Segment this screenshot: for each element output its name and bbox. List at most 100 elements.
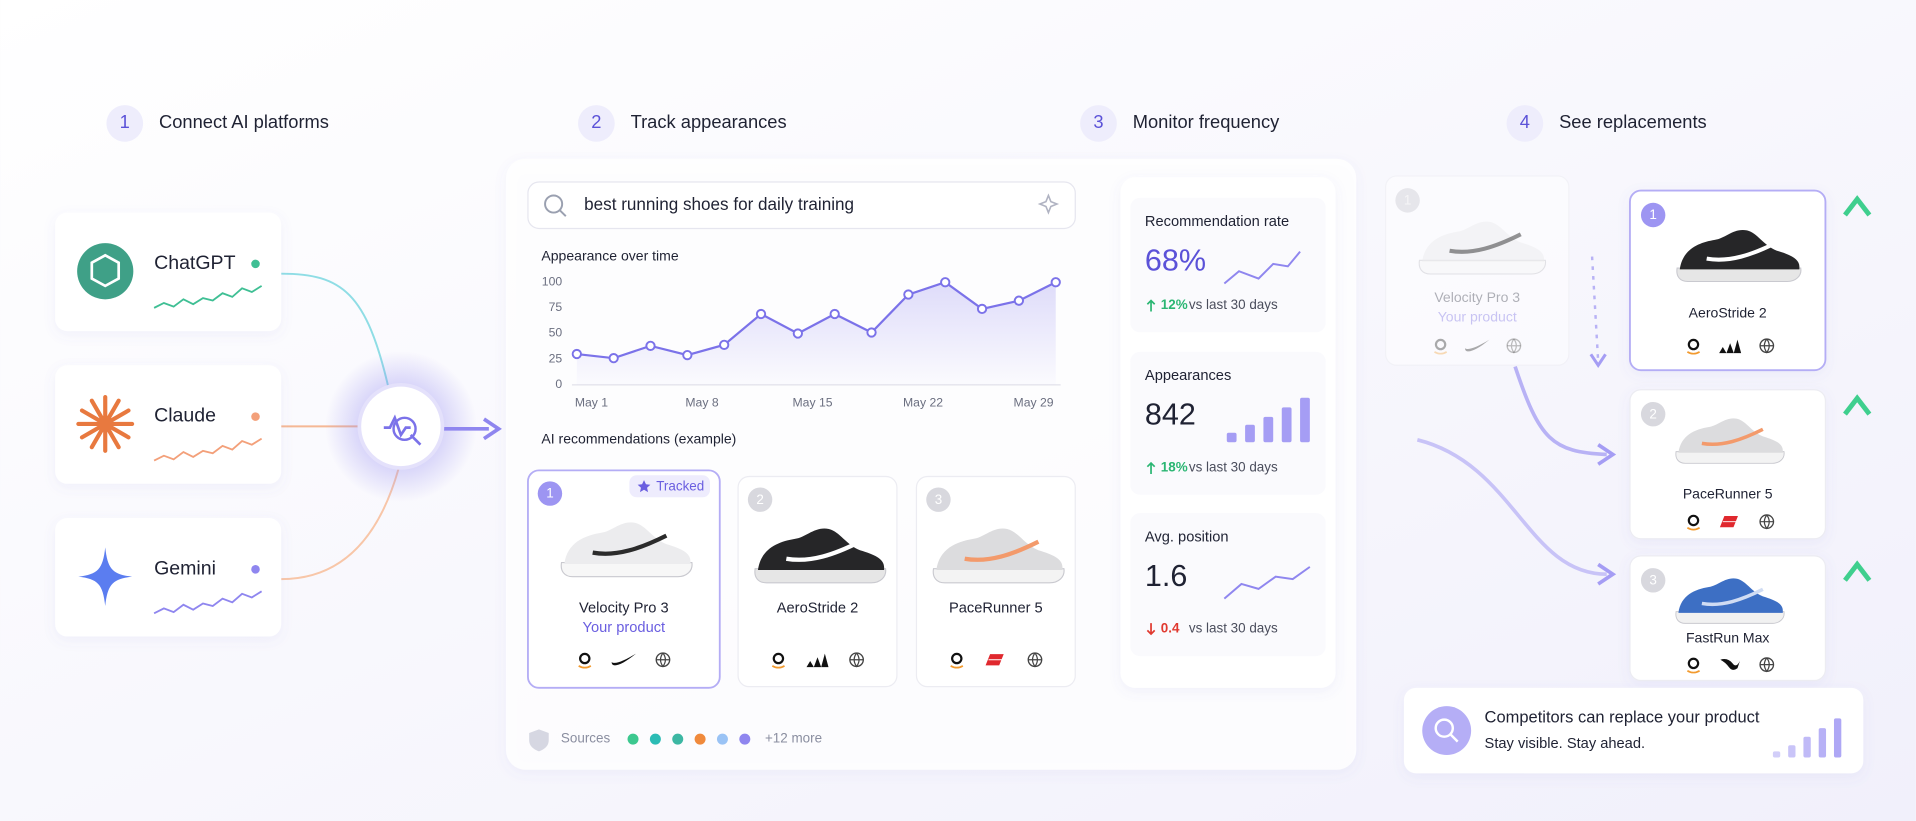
step-number: 3 — [1093, 111, 1103, 132]
product-card — [527, 469, 721, 689]
web-icon — [1760, 514, 1774, 530]
step-label: Connect AI platforms — [159, 111, 329, 132]
step-badge — [1506, 105, 1544, 142]
status-dot — [251, 412, 260, 421]
sparkline — [153, 285, 263, 309]
mini-bar — [1263, 416, 1274, 443]
footer-card — [1403, 687, 1864, 774]
point — [1050, 277, 1061, 288]
nb-logo — [984, 653, 1006, 667]
flow-arrowhead — [1597, 443, 1617, 466]
mini-trend — [1223, 251, 1301, 285]
chart: 0 25 50 75 100 May 1 May 8 May 15 May 22 May 29 — [542, 274, 1061, 409]
metric-value: 1.6 — [1145, 559, 1187, 593]
metric-period: vs last 30 days — [1189, 621, 1278, 636]
nike-logo — [611, 653, 637, 666]
amazon-logo — [951, 652, 963, 665]
point — [940, 277, 951, 288]
adidas-logo — [821, 653, 829, 668]
source-dot — [739, 733, 751, 745]
point — [719, 339, 730, 350]
nike-logo — [1465, 339, 1490, 352]
point — [682, 349, 693, 361]
x-tick-label: May 22 — [903, 395, 943, 409]
point — [608, 353, 619, 364]
rank-number: 2 — [756, 492, 763, 507]
chart-title: Appearance over time — [541, 247, 678, 263]
source-dot — [716, 733, 728, 745]
search-icon — [544, 194, 564, 214]
footer-bar — [1803, 736, 1811, 758]
shoe-sole — [932, 568, 1065, 584]
x-tick-label: May 29 — [1014, 395, 1054, 409]
puma-logo — [1720, 659, 1740, 670]
amazon-logo — [1687, 338, 1700, 351]
product-name: Velocity Pro 3 — [1434, 289, 1520, 305]
shoe-sole — [754, 568, 887, 584]
point — [645, 340, 656, 351]
mini-bar — [1281, 407, 1292, 443]
point — [866, 327, 877, 338]
footer-bar — [1833, 718, 1842, 758]
metric-change: 0.4 — [1161, 621, 1180, 636]
footer-bar — [1788, 745, 1796, 758]
metric-label: Recommendation rate — [1145, 214, 1289, 230]
footer-subtitle: Stay visible. Stay ahead. — [1485, 736, 1646, 752]
source-dot — [649, 733, 661, 745]
footer-bar — [1818, 728, 1827, 758]
line — [576, 280, 1057, 360]
change-arrow — [1146, 623, 1156, 636]
amazon-logo — [1686, 527, 1701, 531]
rise-arrow — [1843, 394, 1872, 416]
rank-badge — [1640, 202, 1666, 228]
web-icon — [1507, 338, 1521, 354]
shoe-accent — [1701, 587, 1764, 607]
shoe-sole — [1676, 267, 1802, 283]
web-icon — [656, 652, 670, 668]
footer-bar — [1772, 751, 1781, 758]
change-arrow — [1146, 461, 1156, 475]
step-label: Track appearances — [631, 111, 787, 132]
metric-value: 842 — [1145, 398, 1196, 432]
product-note: Your product — [583, 620, 666, 636]
search-box[interactable] — [527, 181, 1076, 230]
chatgpt-logo — [77, 243, 134, 300]
sources-label: Sources — [561, 731, 611, 746]
status-dot — [251, 259, 260, 269]
amazon-logo — [1434, 338, 1447, 351]
point — [1013, 295, 1025, 306]
hub-icon — [392, 416, 417, 442]
product-name: FastRun Max — [1686, 630, 1769, 646]
y-tick-label: 75 — [549, 300, 563, 314]
search-icon — [559, 209, 567, 217]
footer-icon — [1434, 718, 1455, 738]
sparkline — [153, 590, 263, 615]
mini-bar — [1226, 432, 1237, 443]
rank-number: 1 — [546, 486, 553, 501]
web-icon — [1506, 338, 1522, 354]
point — [792, 328, 803, 339]
adidas-logo — [1719, 346, 1727, 354]
product-name: AeroStride 2 — [1689, 305, 1767, 321]
web-icon — [849, 652, 864, 668]
tracked-badge — [629, 475, 710, 498]
footer-icon — [1422, 706, 1472, 756]
footer-title: Competitors can replace your product — [1485, 709, 1760, 727]
sources-more: +12 more — [765, 731, 822, 746]
platform-name: Claude — [154, 405, 216, 427]
amazon-logo — [578, 665, 592, 669]
amazon-logo — [1687, 514, 1700, 527]
rank-number: 1 — [1649, 207, 1656, 222]
metric-period: vs last 30 days — [1189, 459, 1278, 474]
amazon-logo — [771, 665, 785, 669]
hub — [357, 383, 445, 470]
rank-badge — [537, 481, 563, 506]
amazon-logo — [772, 652, 785, 665]
nb-logo — [1718, 515, 1740, 529]
metric-card — [1130, 351, 1326, 495]
footer-icon — [1449, 733, 1459, 743]
source-dot — [672, 733, 684, 745]
mini-bar — [1300, 397, 1310, 443]
shoe-accent — [1701, 427, 1764, 447]
step-badge — [106, 105, 144, 142]
